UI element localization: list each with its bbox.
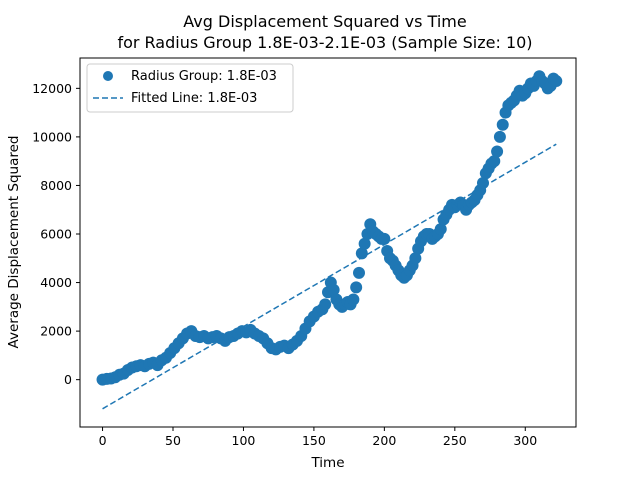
y-axis-title: Average Displacement Squared [6,136,22,349]
x-tick-label: 50 [165,433,181,448]
plot-layer [96,70,563,410]
data-point [358,237,371,250]
data-point [378,232,391,245]
x-tick-label: 300 [513,433,537,448]
data-point [491,145,504,158]
legend: Radius Group: 1.8E-03 Fitted Line: 1.8E-… [86,63,294,113]
y-tick-label: 8000 [40,178,72,193]
data-point [434,223,447,236]
legend-marker-scatter [103,71,113,81]
data-point [327,283,340,296]
x-tick-label: 100 [232,433,256,448]
y-tick-label: 6000 [40,227,72,242]
data-point [350,281,363,294]
chart-subtitle: for Radius Group 1.8E-03-2.1E-03 (Sample… [117,33,532,52]
y-axis: 0 2000 4000 6000 8000 10000 12000 [32,81,80,387]
x-tick-label: 0 [99,433,107,448]
fitted-line [102,143,557,410]
data-point [353,266,365,279]
x-axis-title: Time [310,455,344,471]
y-tick-label: 12000 [32,81,72,96]
data-point [347,293,360,306]
data-point [488,155,501,168]
x-tick-label: 200 [372,433,396,448]
x-tick-label: 150 [302,433,326,448]
data-point [355,247,368,260]
legend-box [86,63,294,113]
y-tick-label: 2000 [40,324,72,339]
y-tick-label: 0 [64,372,72,387]
legend-label-line: Fitted Line: 1.8E-03 [131,91,257,106]
plot-frame [79,57,577,428]
chart-title: Avg Displacement Squared vs Time [183,12,466,31]
legend-label-scatter: Radius Group: 1.8E-03 [131,69,277,84]
data-point [496,118,509,131]
x-tick-label: 250 [443,433,467,448]
x-axis: 0 50 100 150 200 250 300 [99,427,537,448]
y-tick-label: 4000 [40,275,72,290]
data-point [493,130,506,143]
data-point [409,252,422,265]
y-tick-label: 10000 [32,129,72,144]
data-point [550,75,563,88]
data-point [319,298,332,311]
